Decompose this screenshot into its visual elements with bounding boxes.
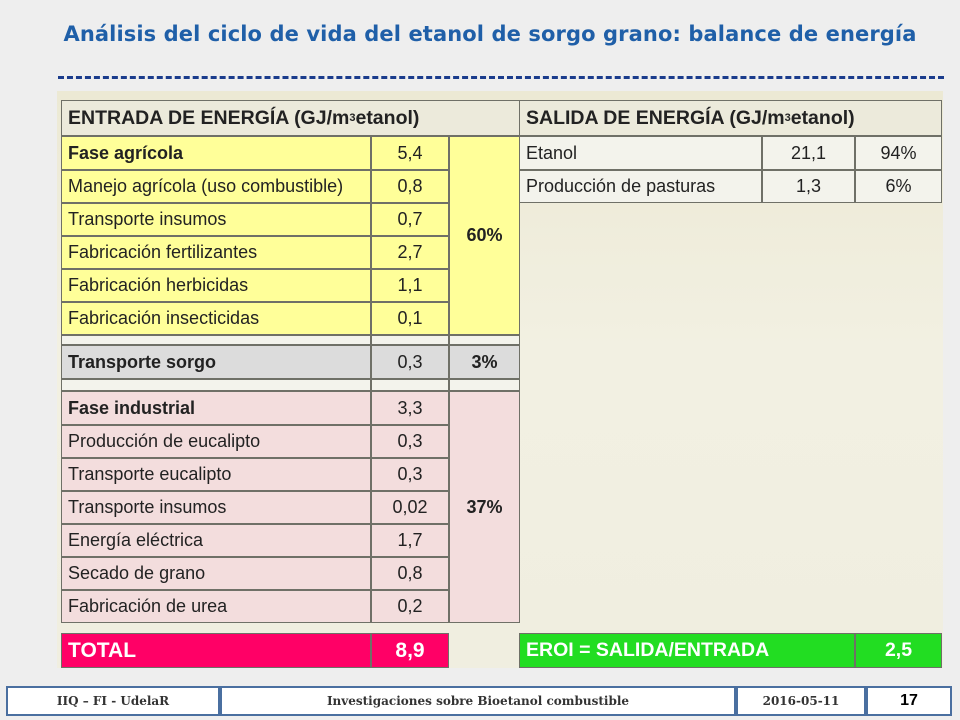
entrada-header-text: ENTRADA DE ENERGÍA (GJ/m [68,106,350,129]
row-transporte-insumos-ind-value: 0,02 [371,491,449,524]
row-fase-agricola-label: Fase agrícola [61,136,371,170]
spacer-row [61,379,371,391]
entrada-header: ENTRADA DE ENERGÍA (GJ/m 3 etanol) [61,100,520,136]
entrada-header-unit: etanol) [355,106,420,129]
eroi-value: 2,5 [855,633,942,668]
row-secado-label: Secado de grano [61,557,371,590]
row-fertilizantes-label: Fabricación fertilizantes [61,236,371,269]
row-insecticidas-value: 0,1 [371,302,449,335]
row-transporte-insumos-agr-value: 0,7 [371,203,449,236]
row-eucalipto-value: 0,3 [371,425,449,458]
row-etanol-percent: 94% [855,136,942,170]
footer-bar: IIQ – FI - UdelaR Investigaciones sobre … [6,686,952,716]
row-manejo-label: Manejo agrícola (uso combustible) [61,170,371,203]
row-etanol-label: Etanol [519,136,762,170]
industrial-percent: 37% [449,391,520,623]
row-herbicidas-value: 1,1 [371,269,449,302]
agricola-percent: 60% [449,136,520,335]
row-transporte-sorgo-value: 0,3 [371,345,449,379]
row-urea-label: Fabricación de urea [61,590,371,623]
row-fertilizantes-value: 2,7 [371,236,449,269]
row-transporte-insumos-agr-label: Transporte insumos [61,203,371,236]
footer-topic: Investigaciones sobre Bioetanol combusti… [222,688,734,714]
row-etanol-value: 21,1 [762,136,855,170]
salida-header-unit: etanol) [790,106,855,129]
row-fase-industrial-label: Fase industrial [61,391,371,425]
total-value: 8,9 [371,633,449,668]
total-label: TOTAL [61,633,371,668]
spacer-row [371,335,449,345]
row-fase-industrial-value: 3,3 [371,391,449,425]
eroi-label: EROI = SALIDA/ENTRADA [519,633,855,668]
row-transporte-sorgo-label: Transporte sorgo [61,345,371,379]
row-pasturas-label: Producción de pasturas [519,170,762,203]
spacer-row [449,335,520,345]
footer-org: IIQ – FI - UdelaR [8,688,218,714]
row-secado-value: 0,8 [371,557,449,590]
row-transporte-eucalipto-value: 0,3 [371,458,449,491]
row-transporte-eucalipto-label: Transporte eucalipto [61,458,371,491]
row-transporte-insumos-ind-label: Transporte insumos [61,491,371,524]
row-pasturas-value: 1,3 [762,170,855,203]
page-number: 17 [868,688,950,714]
row-eucalipto-label: Producción de eucalipto [61,425,371,458]
title-underline [58,76,944,79]
footer-date: 2016-05-11 [738,688,864,714]
row-manejo-value: 0,8 [371,170,449,203]
spacer-row [61,335,371,345]
transporte-percent: 3% [449,345,520,379]
row-fase-agricola-value: 5,4 [371,136,449,170]
slide-title: Análisis del ciclo de vida del etanol de… [63,22,917,46]
row-energia-electrica-value: 1,7 [371,524,449,557]
row-energia-electrica-label: Energía eléctrica [61,524,371,557]
row-herbicidas-label: Fabricación herbicidas [61,269,371,302]
spacer-row [449,379,520,391]
row-urea-value: 0,2 [371,590,449,623]
salida-header-text: SALIDA DE ENERGÍA (GJ/m [526,106,785,129]
salida-header: SALIDA DE ENERGÍA (GJ/m 3 etanol) [519,100,942,136]
row-pasturas-percent: 6% [855,170,942,203]
row-insecticidas-label: Fabricación insecticidas [61,302,371,335]
spacer-row [371,379,449,391]
